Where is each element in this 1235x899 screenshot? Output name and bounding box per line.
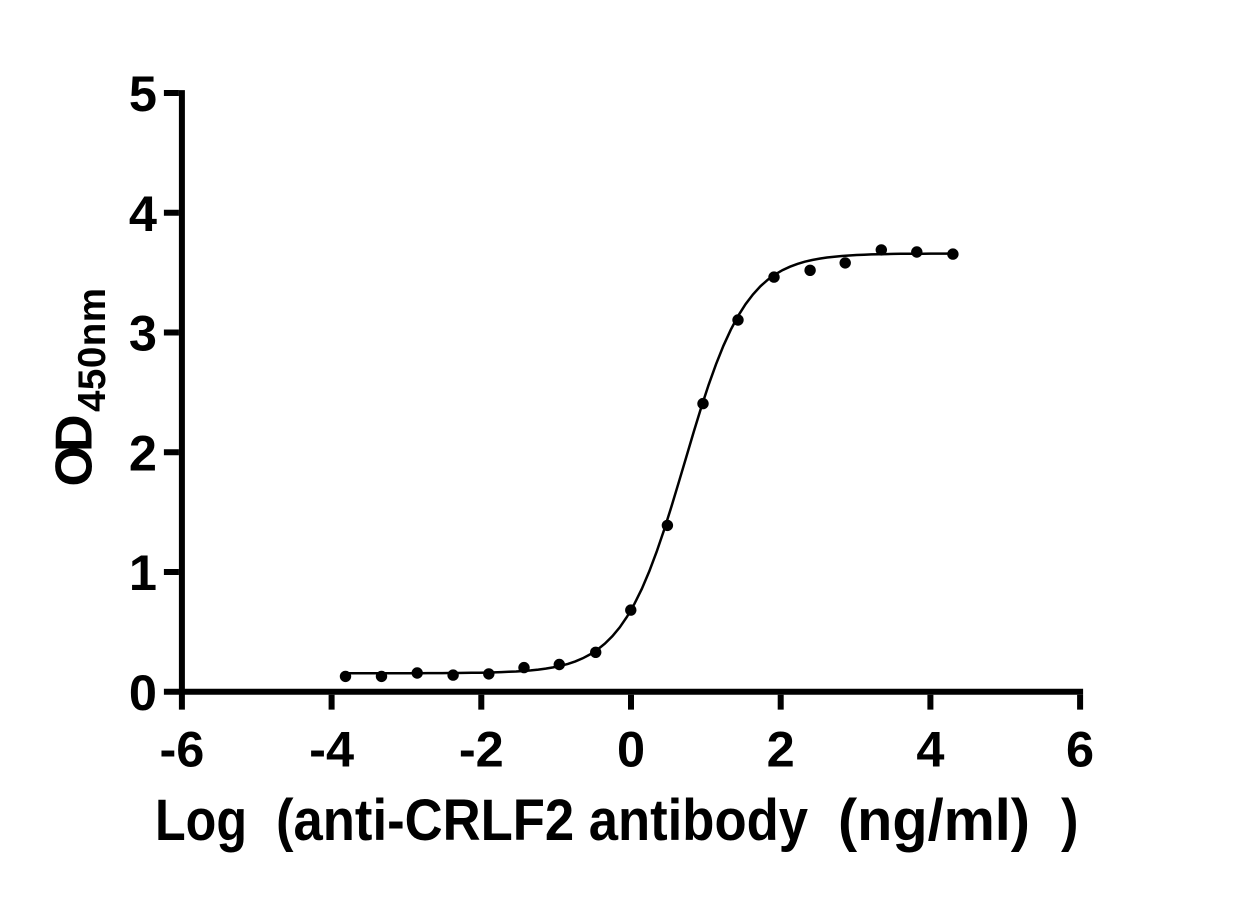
svg-text:(anti-CRLF2 antibody: (anti-CRLF2 antibody: [276, 788, 808, 853]
svg-text:5: 5: [129, 65, 157, 122]
svg-text:-6: -6: [159, 721, 204, 778]
svg-text:2: 2: [767, 721, 795, 778]
svg-text:(ng/ml): (ng/ml): [838, 788, 1030, 853]
svg-text:1: 1: [129, 544, 157, 601]
svg-text:4: 4: [129, 185, 157, 242]
svg-text:0: 0: [617, 721, 645, 778]
svg-text:2: 2: [129, 424, 157, 481]
svg-text:): ): [1061, 788, 1079, 853]
svg-text:6: 6: [1066, 721, 1094, 778]
svg-text:-2: -2: [459, 721, 504, 778]
svg-text:Log: Log: [155, 788, 247, 853]
svg-text:OD: OD: [46, 416, 104, 486]
svg-text:3: 3: [129, 305, 157, 362]
svg-text:4: 4: [916, 721, 944, 778]
svg-text:450nm: 450nm: [71, 288, 114, 413]
svg-text:-4: -4: [309, 721, 354, 778]
svg-text:0: 0: [129, 664, 157, 721]
